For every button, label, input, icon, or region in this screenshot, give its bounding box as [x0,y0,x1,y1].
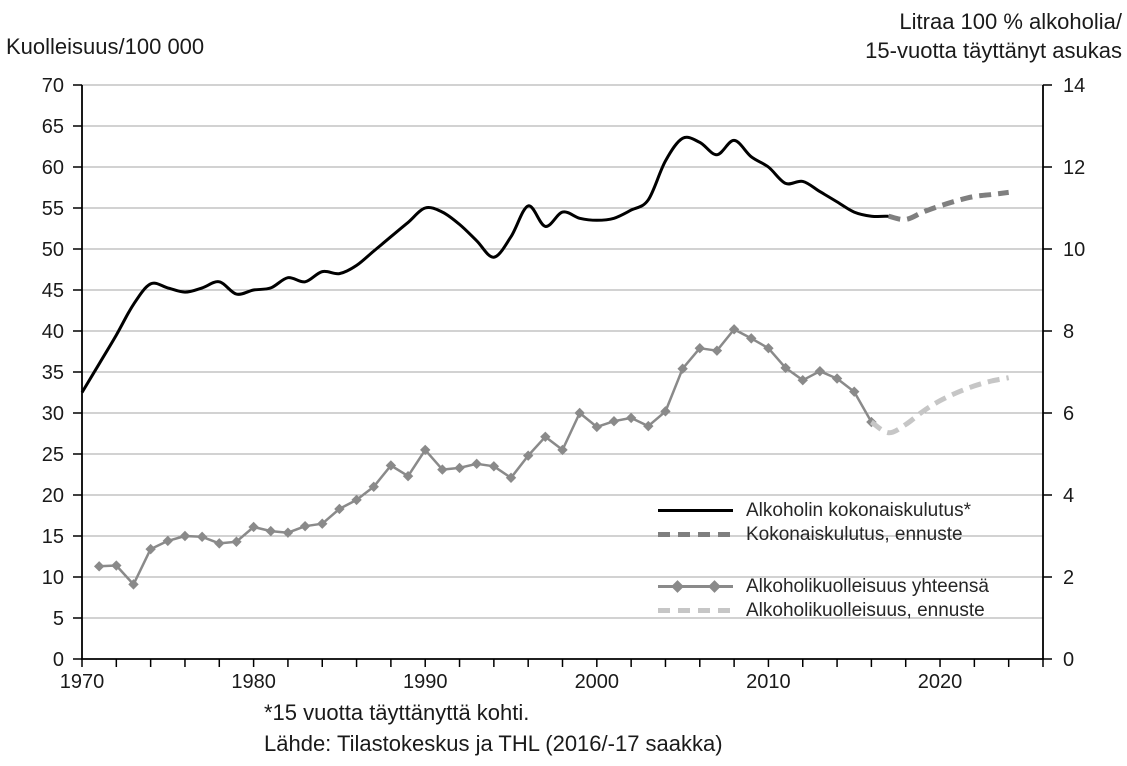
svg-text:70: 70 [42,75,64,97]
svg-text:6: 6 [1063,403,1074,425]
right-axis-title-line1: Litraa 100 % alkoholia/ [899,9,1122,34]
svg-text:20: 20 [42,485,64,507]
legend-label: Alkoholikuolleisuus, ennuste [746,600,985,621]
svg-text:1990: 1990 [403,671,448,693]
svg-text:2010: 2010 [746,671,791,693]
right-axis-title-line2: 15-vuotta täyttänyt asukas [865,38,1122,63]
svg-text:45: 45 [42,280,64,302]
svg-text:1980: 1980 [231,671,276,693]
svg-text:65: 65 [42,116,64,138]
legend-label: Alkoholikuolleisuus yhteensä [746,576,989,597]
legend-item-consumption-forecast: Kokonaiskulutus, ennuste [658,523,989,547]
legend-item-mortality: Alkoholikuolleisuus yhteensä [658,575,989,599]
svg-text:50: 50 [42,239,64,261]
svg-text:60: 60 [42,157,64,179]
svg-text:25: 25 [42,444,64,466]
legend-item-consumption: Alkoholin kokonaiskulutus* [658,499,989,523]
svg-text:12: 12 [1063,157,1085,179]
footnotes: *15 vuotta täyttänyttä kohti. Lähde: Til… [264,697,723,759]
svg-text:1970: 1970 [60,671,105,693]
svg-text:15: 15 [42,526,64,548]
svg-text:2000: 2000 [575,671,620,693]
svg-text:8: 8 [1063,321,1074,343]
svg-text:0: 0 [1063,649,1074,671]
light-dashed-line-swatch [658,599,736,623]
dashed-line-swatch [658,523,736,547]
footnote-source: Lähde: Tilastokeskus ja THL (2016/-17 sa… [264,731,723,756]
left-axis-title: Kuolleisuus/100 000 [6,34,205,59]
solid-line-swatch [658,499,736,523]
svg-text:2020: 2020 [918,671,963,693]
legend-label: Kokonaiskulutus, ennuste [746,524,963,545]
svg-text:14: 14 [1063,75,1085,97]
svg-text:10: 10 [42,567,64,589]
svg-text:35: 35 [42,362,64,384]
diamond-line-swatch [658,575,736,599]
svg-text:4: 4 [1063,485,1074,507]
legend-item-mortality-forecast: Alkoholikuolleisuus, ennuste [658,599,989,623]
svg-text:40: 40 [42,321,64,343]
svg-text:2: 2 [1063,567,1074,589]
svg-text:55: 55 [42,198,64,220]
svg-text:0: 0 [53,649,64,671]
svg-text:10: 10 [1063,239,1085,261]
footnote-asterisk: *15 vuotta täyttänyttä kohti. [264,700,530,725]
legend-label: Alkoholin kokonaiskulutus* [746,500,971,521]
svg-text:30: 30 [42,403,64,425]
right-axis-title: Litraa 100 % alkoholia/ 15-vuotta täyttä… [865,7,1122,65]
svg-text:5: 5 [53,608,64,630]
legend: Alkoholin kokonaiskulutus* Kokonaiskulut… [658,499,989,623]
legend-spacer [658,547,989,575]
